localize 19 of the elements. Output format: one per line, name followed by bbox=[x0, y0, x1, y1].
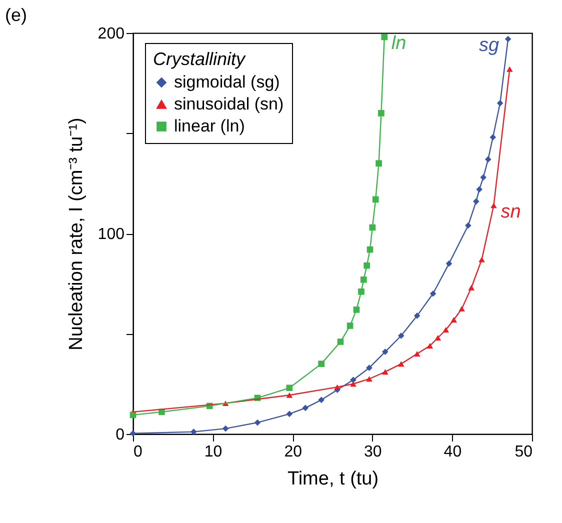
y-tick-label: 100 bbox=[98, 226, 125, 243]
x-tick-label: 10 bbox=[204, 444, 222, 460]
legend-label: sigmoidal (sg) bbox=[174, 72, 280, 92]
legend-label: sinusoidal (sn) bbox=[174, 94, 284, 114]
annotation: sg bbox=[478, 35, 500, 56]
legend-title: Crystallinity bbox=[153, 49, 246, 69]
x-tick-label: 40 bbox=[444, 444, 462, 460]
legend-label: linear (ln) bbox=[174, 116, 245, 136]
annotation: ln bbox=[391, 33, 406, 54]
x-tick-label: 30 bbox=[364, 444, 382, 460]
y-tick-label: 200 bbox=[98, 26, 125, 42]
x-tick-label: 50 bbox=[514, 444, 533, 460]
annotation: sn bbox=[500, 201, 521, 222]
y-axis-title: Nucleation rate, I (cm⁻³ tu⁻¹) bbox=[66, 118, 87, 350]
x-tick-label: 20 bbox=[284, 444, 302, 460]
x-axis-title: Time, t (tu) bbox=[287, 468, 379, 490]
chart-title: (e) bbox=[5, 5, 27, 25]
y-tick-label: 0 bbox=[116, 426, 125, 444]
x-tick-label: 0 bbox=[134, 444, 142, 460]
